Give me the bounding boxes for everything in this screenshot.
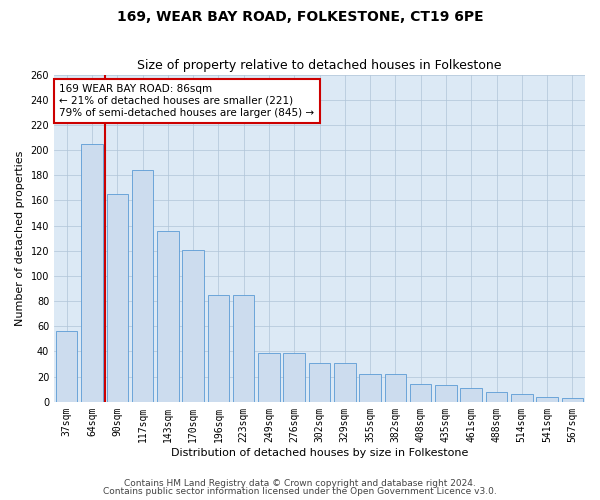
Bar xyxy=(258,352,280,402)
Bar xyxy=(283,352,305,402)
Y-axis label: Number of detached properties: Number of detached properties xyxy=(15,150,25,326)
Bar xyxy=(385,374,406,402)
Bar xyxy=(562,398,583,402)
Bar xyxy=(334,363,356,402)
Bar xyxy=(460,388,482,402)
Bar xyxy=(233,295,254,402)
Bar xyxy=(486,392,507,402)
Bar xyxy=(157,230,179,402)
Bar xyxy=(132,170,153,402)
Title: Size of property relative to detached houses in Folkestone: Size of property relative to detached ho… xyxy=(137,59,502,72)
Bar xyxy=(81,144,103,402)
Bar xyxy=(536,397,558,402)
Text: Contains HM Land Registry data © Crown copyright and database right 2024.: Contains HM Land Registry data © Crown c… xyxy=(124,478,476,488)
Bar xyxy=(410,384,431,402)
Bar xyxy=(359,374,381,402)
Bar xyxy=(309,363,330,402)
Bar xyxy=(182,250,204,402)
Text: 169, WEAR BAY ROAD, FOLKESTONE, CT19 6PE: 169, WEAR BAY ROAD, FOLKESTONE, CT19 6PE xyxy=(116,10,484,24)
Bar xyxy=(208,295,229,402)
X-axis label: Distribution of detached houses by size in Folkestone: Distribution of detached houses by size … xyxy=(171,448,468,458)
Bar xyxy=(56,332,77,402)
Bar xyxy=(511,394,533,402)
Bar xyxy=(107,194,128,402)
Text: Contains public sector information licensed under the Open Government Licence v3: Contains public sector information licen… xyxy=(103,487,497,496)
Text: 169 WEAR BAY ROAD: 86sqm
← 21% of detached houses are smaller (221)
79% of semi-: 169 WEAR BAY ROAD: 86sqm ← 21% of detach… xyxy=(59,84,314,117)
Bar xyxy=(435,386,457,402)
